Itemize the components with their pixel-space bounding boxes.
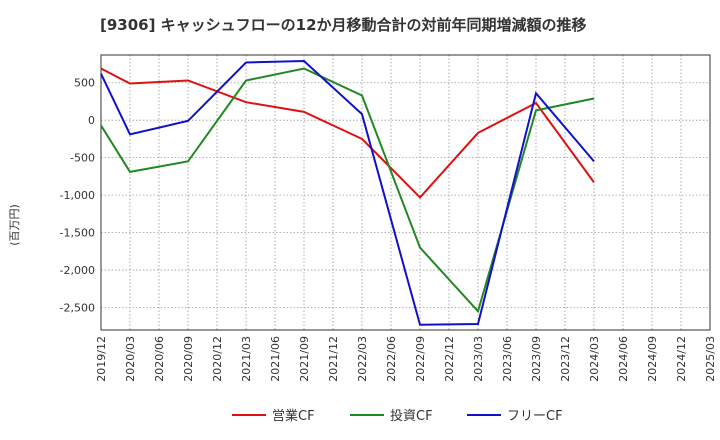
x-tick-label: 2025/03 <box>704 336 717 382</box>
x-tick-label: 2022/09 <box>414 336 427 382</box>
x-tick-label: 2021/06 <box>269 336 282 382</box>
x-tick-label: 2022/12 <box>443 336 456 382</box>
legend: 営業CF 投資CF フリーCF <box>232 408 563 424</box>
y-tick-label: 500 <box>74 77 95 90</box>
x-tick-label: 2020/12 <box>211 336 224 382</box>
x-tick-label: 2021/09 <box>298 336 311 382</box>
x-tick-label: 2020/09 <box>182 336 195 382</box>
x-tick-labels: 2019/12 2020/03 2020/06 2020/09 2020/12 2021/… <box>95 336 717 382</box>
x-tick-label: 2021/12 <box>327 336 340 382</box>
x-tick-label: 2024/06 <box>617 336 630 382</box>
x-tick-label: 2024/12 <box>675 336 688 382</box>
series-lines <box>100 59 595 326</box>
y-tick-label: -1,500 <box>60 227 95 240</box>
x-tick-label: 2020/06 <box>153 336 166 382</box>
y-tick-label: -1,000 <box>60 189 95 202</box>
x-tick-label: 2023/12 <box>559 336 572 382</box>
legend-label: 投資CF <box>390 408 433 424</box>
x-tick-label: 2023/09 <box>530 336 543 382</box>
x-tick-label: 2021/03 <box>240 336 253 382</box>
x-tick-label: 2019/12 <box>95 336 108 382</box>
x-tick-label: 2022/03 <box>356 336 369 382</box>
plot-area-frame <box>100 54 711 331</box>
chart-title: [9306] キャッシュフローの12か月移動合計の対前年同期増減額の推移 <box>100 16 587 34</box>
series-line-2 <box>100 67 595 314</box>
y-tick-label: -2,500 <box>60 302 95 315</box>
x-tick-label: 2023/03 <box>472 336 485 382</box>
grid <box>101 55 710 330</box>
series-line-3 <box>100 59 595 326</box>
x-tick-label: 2023/06 <box>501 336 514 382</box>
y-tick-label: -2,000 <box>60 264 95 277</box>
x-tick-label: 2020/03 <box>124 336 137 382</box>
y-tick-label: -500 <box>70 152 95 165</box>
series-line-1 <box>100 67 595 199</box>
x-tick-label: 2022/06 <box>385 336 398 382</box>
legend-label: フリーCF <box>507 409 563 424</box>
y-tick-label: 0 <box>88 114 95 127</box>
y-tick-labels: 500 0 -500 -1,000 -1,500 -2,000 -2,500 <box>60 77 95 315</box>
x-tick-label: 2024/03 <box>588 336 601 382</box>
legend-label: 営業CF <box>272 408 315 424</box>
x-tick-label: 2024/09 <box>646 336 659 382</box>
